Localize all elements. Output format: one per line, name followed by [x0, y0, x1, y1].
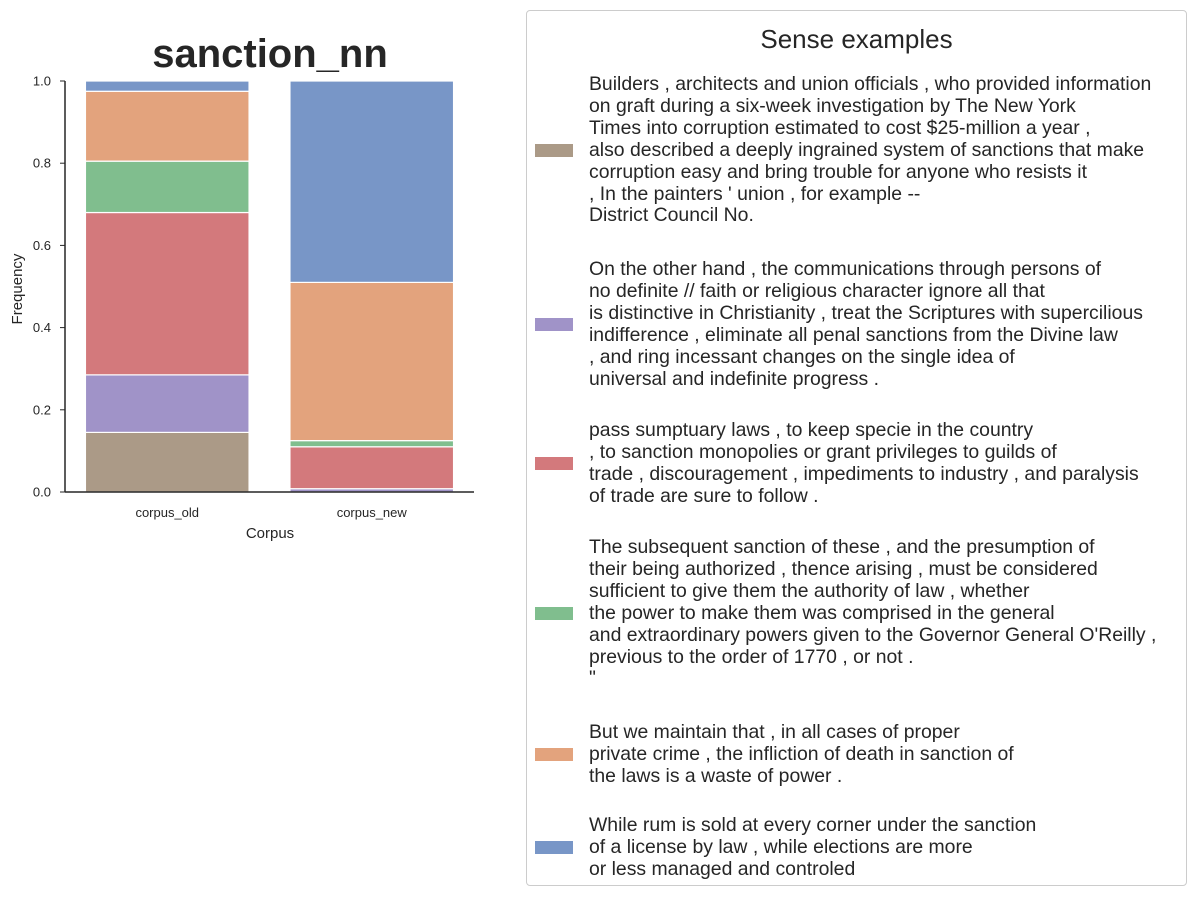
x-axis-label: Corpus: [246, 525, 294, 542]
legend: Sense examples Builders , architects and…: [526, 10, 1187, 886]
y-tick-label: 0.8: [33, 156, 51, 171]
legend-text-line: and extraordinary powers given to the Go…: [589, 623, 1157, 646]
bar-segment: [289, 80, 455, 283]
legend-text: But we maintain that , in all cases of p…: [589, 721, 1189, 788]
legend-text-line: their being authorized , thence arising …: [589, 557, 1098, 580]
legend-text-line: , and ring incessant changes on the sing…: [589, 345, 1015, 368]
legend-swatch: [535, 457, 573, 471]
legend-entry: While rum is sold at every corner under …: [527, 814, 1189, 881]
legend-text-line: pass sumptuary laws , to keep specie in …: [589, 419, 1034, 441]
legend-text-line: , In the painters ' union , for example …: [589, 182, 921, 205]
legend-entry: pass sumptuary laws , to keep specie in …: [527, 419, 1189, 508]
legend-text-line: sufficient to give them the authority of…: [589, 579, 1030, 602]
y-tick-label: 0.0: [33, 485, 51, 500]
y-tick-label: 0.6: [33, 238, 51, 253]
legend-text-line: on graft during a six-week investigation…: [589, 94, 1076, 117]
legend-text-line: While rum is sold at every corner under …: [589, 814, 1037, 836]
legend-text-line: the power to make them was comprised in …: [589, 601, 1055, 624]
legend-swatch: [535, 748, 573, 762]
legend-entry: Builders , architects and union official…: [527, 73, 1189, 227]
bar-segment: [84, 90, 250, 162]
legend-text-line: universal and indefinite progress .: [589, 367, 879, 390]
legend-swatch: [535, 841, 573, 855]
legend-text-line: corruption easy and bring trouble for an…: [589, 160, 1087, 183]
legend-text-line: previous to the order of 1770 , or not .: [589, 645, 914, 668]
legend-text-line: of trade are sure to follow .: [589, 484, 819, 507]
legend-entry: On the other hand , the communications t…: [527, 258, 1189, 390]
bar-segment: [84, 211, 250, 376]
legend-swatch: [535, 318, 573, 332]
legend-text-line: , to sanction monopolies or grant privil…: [589, 440, 1057, 463]
legend-text-line: But we maintain that , in all cases of p…: [589, 721, 960, 743]
legend-text-line: private crime , the infliction of death …: [589, 742, 1014, 765]
legend-swatch: [535, 144, 573, 158]
y-tick-label: 0.2: [33, 402, 51, 417]
legend-text-line: Times into corruption estimated to cost …: [589, 116, 1091, 139]
legend-title: Sense examples: [760, 24, 953, 54]
y-tick-label: 1.0: [33, 74, 51, 89]
legend-text-line: of a license by law , while elections ar…: [589, 835, 973, 858]
x-tick-label: corpus_new: [337, 505, 408, 520]
bar-segment: [84, 80, 250, 92]
bar-segment: [84, 431, 250, 493]
chart-title: sanction_nn: [152, 32, 388, 76]
legend-text-line: the laws is a waste of power .: [589, 764, 843, 787]
legend-text-line: or less managed and controled: [589, 857, 856, 880]
legend-text-line: On the other hand , the communications t…: [589, 258, 1102, 280]
y-axis-label: Frequency: [9, 253, 26, 324]
legend-text: pass sumptuary laws , to keep specie in …: [589, 419, 1189, 508]
legend-swatch: [535, 607, 573, 621]
legend-text-line: no definite // faith or religious charac…: [589, 279, 1045, 302]
bars-layer: [84, 80, 455, 493]
bar-segment: [289, 281, 455, 442]
legend-text-line: also described a deeply ingrained system…: [589, 138, 1145, 161]
legend-text: The subsequent sanction of these , and t…: [589, 536, 1189, 690]
bar-segment: [84, 160, 250, 214]
bar-segment: [84, 374, 250, 434]
legend-text-line: is distinctive in Christianity , treat t…: [589, 301, 1143, 324]
y-ticks: 0.0 0.2 0.4 0.6 0.8 1.0: [33, 74, 65, 500]
legend-entry: The subsequent sanction of these , and t…: [527, 536, 1189, 690]
legend-text-line: The subsequent sanction of these , and t…: [589, 536, 1095, 558]
legend-text: On the other hand , the communications t…: [589, 258, 1189, 390]
legend-text-line: trade , discouragement , impediments to …: [589, 462, 1139, 485]
y-tick-label: 0.4: [33, 320, 51, 335]
chart: sanction_nn 0.0 0.2 0.4 0.6 0.8 1.0 corpus_ol…: [9, 32, 474, 542]
legend-text: Builders , architects and union official…: [589, 73, 1189, 227]
legend-entry: But we maintain that , in all cases of p…: [527, 721, 1189, 788]
legend-text-line: ": [589, 667, 596, 690]
legend-text: While rum is sold at every corner under …: [589, 814, 1189, 881]
legend-text-line: indifference , eliminate all penal sanct…: [589, 323, 1118, 346]
legend-text-line: District Council No.: [589, 204, 754, 227]
bar-segment: [289, 440, 455, 448]
x-ticks: corpus_old corpus_new: [135, 505, 407, 520]
x-tick-label: corpus_old: [135, 505, 199, 520]
bar-segment: [289, 446, 455, 490]
legend-text-line: Builders , architects and union official…: [589, 73, 1152, 95]
